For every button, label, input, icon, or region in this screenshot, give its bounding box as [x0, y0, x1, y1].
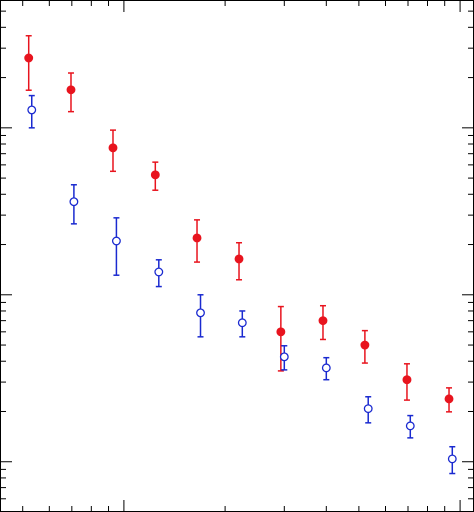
data-point — [279, 352, 289, 362]
data-point — [360, 340, 370, 350]
data-point — [363, 404, 373, 414]
data-point — [108, 143, 118, 153]
data-point — [237, 318, 247, 328]
data-point — [405, 421, 415, 431]
data-point — [192, 233, 202, 243]
data-point — [276, 327, 286, 337]
data-point — [402, 375, 412, 385]
data-point — [154, 267, 164, 277]
data-point — [447, 454, 457, 464]
data-point — [111, 236, 121, 246]
data-point — [150, 170, 160, 180]
data-point — [196, 308, 205, 318]
data-point — [69, 197, 79, 207]
data-point — [27, 105, 37, 115]
data-point — [318, 316, 328, 326]
data-point — [321, 363, 331, 373]
data-point — [66, 85, 76, 95]
data-point — [234, 254, 244, 264]
data-point — [444, 394, 454, 404]
data-point — [24, 53, 34, 63]
